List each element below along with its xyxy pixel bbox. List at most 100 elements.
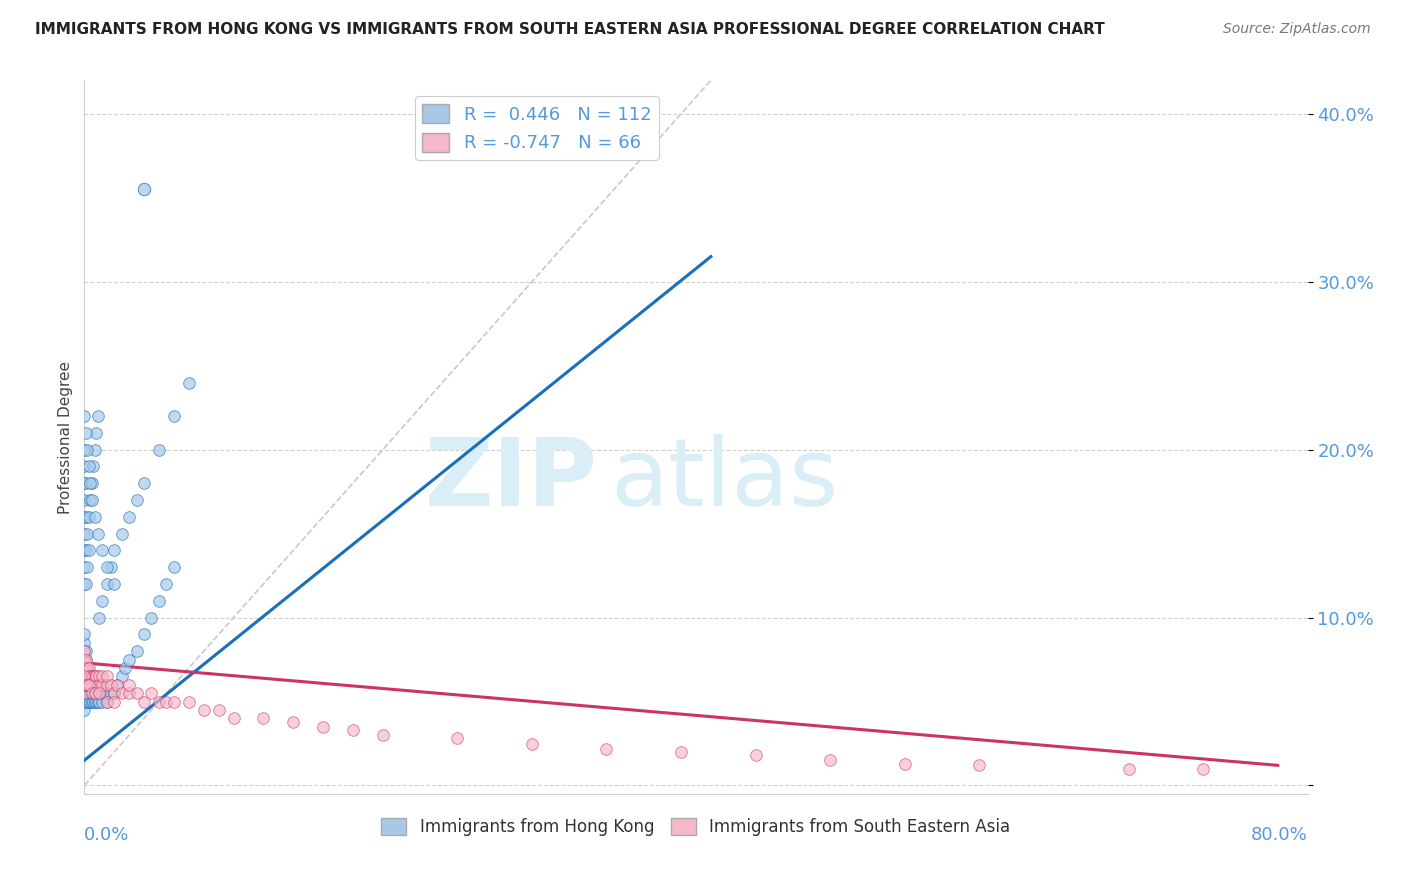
Point: [76, 661, 98, 675]
Point: [148, 442, 170, 457]
Point: [111, 526, 134, 541]
Point: [73, 669, 96, 683]
Point: [73, 694, 96, 708]
Point: [125, 493, 148, 508]
Point: [76, 560, 98, 574]
Point: [80, 493, 103, 508]
Point: [83, 442, 105, 457]
Point: [82, 669, 104, 683]
Point: [73, 661, 96, 675]
Point: [118, 509, 141, 524]
Point: [103, 543, 125, 558]
Point: [75, 425, 97, 440]
Point: [79, 694, 101, 708]
Point: [75, 543, 97, 558]
Point: [125, 644, 148, 658]
Point: [163, 694, 186, 708]
Point: [73, 669, 96, 683]
Point: [91, 594, 114, 608]
Point: [76, 678, 98, 692]
Point: [79, 686, 101, 700]
Point: [105, 678, 128, 692]
Point: [73, 476, 96, 491]
Point: [73, 577, 96, 591]
Point: [132, 476, 155, 491]
Point: [77, 678, 100, 692]
Point: [446, 731, 468, 746]
Point: [80, 669, 103, 683]
Point: [75, 669, 97, 683]
Point: [73, 678, 96, 692]
Legend: Immigrants from Hong Kong, Immigrants from South Eastern Asia: Immigrants from Hong Kong, Immigrants fr…: [375, 811, 1017, 843]
Point: [105, 678, 128, 692]
Point: [84, 425, 107, 440]
Point: [894, 756, 917, 771]
Point: [148, 694, 170, 708]
Point: [75, 678, 97, 692]
Point: [118, 652, 141, 666]
Point: [89, 678, 111, 692]
Point: [77, 543, 100, 558]
Point: [75, 686, 97, 700]
Text: ZIP: ZIP: [425, 434, 598, 526]
Point: [969, 758, 991, 772]
Point: [79, 476, 101, 491]
Point: [73, 509, 96, 524]
Point: [87, 686, 110, 700]
Point: [73, 686, 96, 700]
Point: [79, 678, 101, 692]
Point: [80, 686, 103, 700]
Point: [118, 678, 141, 692]
Point: [91, 678, 114, 692]
Text: IMMIGRANTS FROM HONG KONG VS IMMIGRANTS FROM SOUTH EASTERN ASIA PROFESSIONAL DEG: IMMIGRANTS FROM HONG KONG VS IMMIGRANTS …: [35, 22, 1105, 37]
Point: [222, 711, 245, 725]
Point: [76, 669, 98, 683]
Point: [89, 694, 111, 708]
Point: [96, 694, 118, 708]
Point: [82, 669, 104, 683]
Point: [193, 703, 215, 717]
Point: [75, 509, 97, 524]
Point: [79, 678, 101, 692]
Point: [76, 526, 98, 541]
Point: [80, 678, 103, 692]
Point: [148, 594, 170, 608]
Point: [96, 669, 118, 683]
Point: [83, 686, 105, 700]
Point: [91, 694, 114, 708]
Point: [1118, 762, 1140, 776]
Point: [77, 459, 100, 474]
Point: [73, 669, 96, 683]
Point: [163, 560, 186, 574]
Point: [79, 669, 101, 683]
Point: [73, 686, 96, 700]
Point: [73, 644, 96, 658]
Point: [75, 652, 97, 666]
Point: [141, 686, 163, 700]
Point: [84, 686, 107, 700]
Text: 80.0%: 80.0%: [1251, 826, 1308, 844]
Point: [818, 753, 841, 767]
Point: [80, 694, 103, 708]
Point: [91, 669, 114, 683]
Point: [73, 442, 96, 457]
Point: [83, 669, 105, 683]
Point: [114, 661, 136, 675]
Y-axis label: Professional Degree: Professional Degree: [58, 360, 73, 514]
Point: [77, 661, 100, 675]
Point: [75, 678, 97, 692]
Point: [163, 409, 186, 423]
Point: [83, 678, 105, 692]
Point: [207, 703, 229, 717]
Point: [76, 442, 98, 457]
Point: [73, 560, 96, 574]
Text: atlas: atlas: [610, 434, 838, 526]
Point: [82, 694, 104, 708]
Point: [75, 669, 97, 683]
Point: [73, 678, 96, 692]
Point: [595, 741, 617, 756]
Point: [75, 661, 97, 675]
Point: [75, 694, 97, 708]
Point: [87, 678, 110, 692]
Point: [76, 678, 98, 692]
